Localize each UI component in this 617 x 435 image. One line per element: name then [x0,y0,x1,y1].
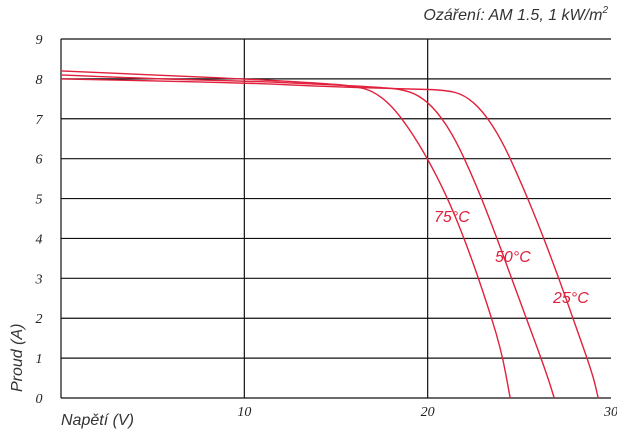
y-tick-label: 8 [36,73,43,88]
y-tick-label: 2 [36,312,43,327]
x-tick-label: 10 [237,405,251,420]
series-line [60,74,555,399]
series-label: 25°C [552,290,589,307]
series-label: 75°C [434,209,470,226]
x-tick-label: 30 [603,405,617,420]
y-axis-label: Proud (A) [9,324,26,392]
series-line [60,70,511,399]
y-tick-label: 1 [36,352,43,367]
y-tick-label: 3 [35,272,43,287]
series-lines [60,70,599,399]
grid-lines [60,38,611,399]
y-tick-labels: 0 1 2 3 4 5 6 7 8 9 [35,33,44,407]
chart-annotation: Ozáření: AM 1.5, 1 kW/m2 [423,5,608,24]
annotation-superscript: 2 [601,5,608,16]
y-tick-label: 9 [36,33,43,48]
series-label: 50°C [495,249,531,266]
x-tick-labels: 10 20 30 [237,405,617,420]
x-tick-label: 20 [421,405,435,420]
y-tick-label: 6 [36,153,43,168]
series-labels: 75°C 50°C 25°C [434,209,589,307]
x-axis-label: Napětí (V) [61,412,134,429]
y-tick-label: 7 [36,113,44,128]
y-tick-label: 0 [36,392,43,407]
y-tick-label: 4 [36,232,43,247]
annotation-text: Ozáření: AM 1.5, 1 kW/m [423,7,602,24]
series-line [60,78,599,399]
y-tick-label: 5 [36,193,43,208]
